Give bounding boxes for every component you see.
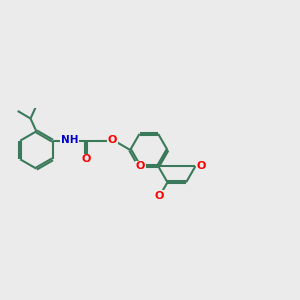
Text: NH: NH <box>61 135 78 145</box>
Text: O: O <box>196 161 206 171</box>
Text: O: O <box>108 135 117 145</box>
Text: O: O <box>136 161 146 171</box>
Text: O: O <box>155 191 164 201</box>
Text: O: O <box>81 154 90 164</box>
